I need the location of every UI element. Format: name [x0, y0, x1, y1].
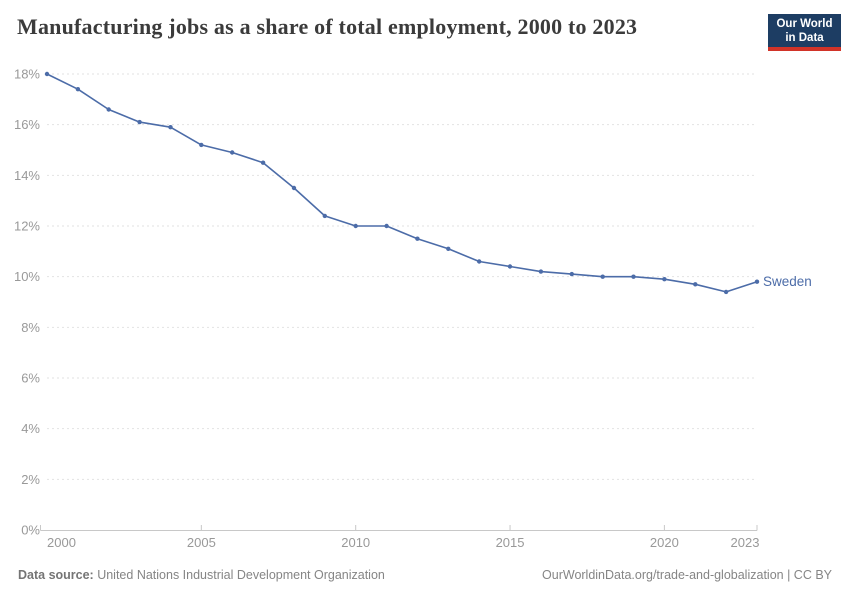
x-tick-label: 2000 [47, 535, 76, 550]
data-point-2023[interactable] [754, 279, 760, 284]
x-tick-label: 2005 [187, 535, 216, 550]
data-point-2011[interactable] [384, 223, 389, 229]
trend-line-sweden[interactable] [46, 73, 758, 293]
data-point-2007[interactable] [260, 160, 266, 165]
data-point-2006[interactable] [230, 150, 235, 155]
y-tick-label: 14% [14, 168, 40, 183]
y-tick-label: 18% [14, 67, 40, 82]
data-point-2008[interactable] [291, 185, 297, 191]
data-point-2021[interactable] [693, 282, 698, 287]
owid-logo[interactable]: Our World in Data [768, 14, 841, 51]
y-tick-label: 8% [21, 320, 40, 335]
owid-logo-line1: Our World [776, 17, 833, 30]
data-point-2019[interactable] [631, 274, 636, 279]
data-point-2014[interactable] [477, 259, 482, 264]
y-tick-label: 4% [21, 421, 40, 436]
data-point-2001[interactable] [75, 87, 81, 92]
data-point-2004[interactable] [168, 125, 173, 130]
series-label-sweden[interactable]: Sweden [763, 274, 812, 289]
data-point-2005[interactable] [199, 142, 204, 148]
data-point-2015[interactable] [507, 264, 513, 269]
data-point-2012[interactable] [415, 236, 420, 241]
y-tick-label: 2% [21, 472, 40, 487]
data-point-2013[interactable] [446, 246, 451, 251]
data-point-2000[interactable] [44, 71, 50, 77]
y-tick-label: 6% [21, 371, 40, 386]
data-point-2017[interactable] [569, 271, 574, 277]
owid-logo-line2: in Data [785, 31, 824, 44]
y-tick-label: 16% [14, 117, 40, 132]
data-point-2020[interactable] [662, 277, 667, 282]
data-point-2010[interactable] [353, 223, 358, 229]
data-point-2003[interactable] [137, 119, 142, 125]
data-point-2018[interactable] [600, 274, 605, 279]
data-point-2022[interactable] [723, 289, 729, 295]
data-point-2009[interactable] [322, 213, 327, 219]
data-point-2002[interactable] [106, 107, 111, 112]
x-tick-label: 2010 [341, 535, 370, 550]
x-tick-label: 2020 [650, 535, 679, 550]
data-point-2016[interactable] [538, 269, 544, 274]
line-chart: 0% 2% 4% 6% 8% 10% 12% 14% 16% 18% 2000 2005 2010 201… [14, 67, 812, 551]
x-tick-label: 2023 [731, 535, 760, 550]
chart-footer: Data source: United Nations Industrial D… [18, 568, 832, 582]
y-tick-label: 0% [21, 523, 40, 538]
y-tick-label: 12% [14, 219, 40, 234]
data-source: Data source: United Nations Industrial D… [18, 568, 385, 582]
y-tick-label: 10% [14, 269, 40, 284]
x-tick-label: 2015 [496, 535, 525, 550]
chart-title: Manufacturing jobs as a share of total e… [17, 14, 638, 39]
data-source-label: Data source: [18, 568, 94, 582]
attribution-link[interactable]: OurWorldinData.org/trade-and-globalizati… [542, 568, 832, 582]
data-source-value: United Nations Industrial Development Or… [93, 568, 385, 582]
